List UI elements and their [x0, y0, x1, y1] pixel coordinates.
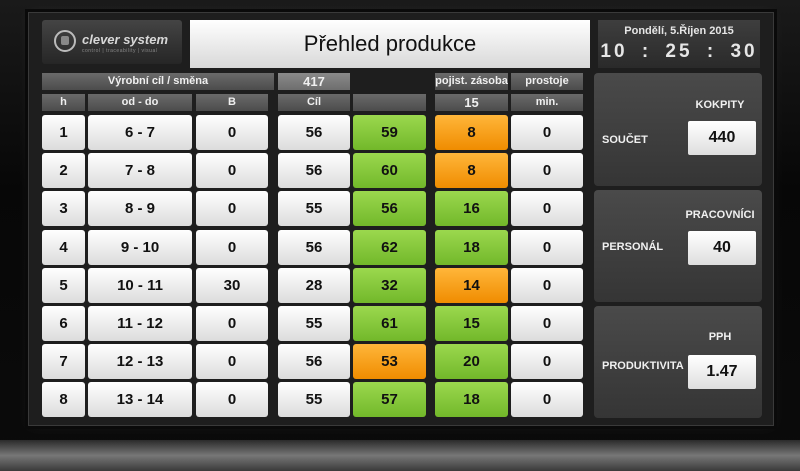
cell-reserve: 14 — [435, 268, 508, 303]
panel-productivity: PPH PRODUKTIVITA 1.47 — [594, 306, 762, 418]
col-header-actual — [353, 94, 426, 111]
brand-logo: clever system control | traceability | v… — [42, 20, 182, 64]
cell-actual: 62 — [353, 230, 426, 265]
panel-personnel-head: PRACOVNÍCI — [685, 209, 755, 221]
cell-b: 0 — [196, 191, 268, 226]
cell-actual: 32 — [353, 268, 426, 303]
cell-goal: 55 — [278, 306, 350, 341]
cell-b: 0 — [196, 115, 268, 150]
cell-goal: 56 — [278, 344, 350, 379]
cell-range: 13 - 14 — [88, 382, 192, 417]
cell-reserve: 16 — [435, 191, 508, 226]
col-header-h: h — [42, 94, 85, 111]
panel-personnel-label: PERSONÁL — [602, 241, 664, 253]
col-header-from-to: od - do — [88, 94, 192, 111]
cell-actual: 61 — [353, 306, 426, 341]
cell-reserve: 20 — [435, 344, 508, 379]
shift-target-value: 417 — [278, 73, 350, 90]
cell-b: 0 — [196, 153, 268, 188]
cell-reserve: 15 — [435, 306, 508, 341]
datetime-box: Pondělí, 5.Říjen 2015 10 : 25 : 30 — [598, 20, 760, 68]
cell-range: 7 - 8 — [88, 153, 192, 188]
cell-range: 8 - 9 — [88, 191, 192, 226]
cell-range: 12 - 13 — [88, 344, 192, 379]
cell-min: 0 — [511, 382, 583, 417]
panel-personnel-value: 40 — [688, 231, 756, 265]
cell-h: 4 — [42, 230, 85, 265]
panel-productivity-label: PRODUKTIVITA — [602, 360, 684, 372]
cell-actual: 59 — [353, 115, 426, 150]
panel-sum-label: SOUČET — [602, 134, 648, 146]
cell-goal: 55 — [278, 382, 350, 417]
cell-reserve: 18 — [435, 230, 508, 265]
cell-actual: 57 — [353, 382, 426, 417]
cell-min: 0 — [511, 230, 583, 265]
cell-range: 9 - 10 — [88, 230, 192, 265]
reserve-label: pojist. zásoba — [435, 73, 508, 90]
brand-name: clever system — [82, 32, 169, 47]
cell-goal: 56 — [278, 153, 350, 188]
cell-goal: 55 — [278, 191, 350, 226]
cell-actual: 53 — [353, 344, 426, 379]
cell-reserve: 18 — [435, 382, 508, 417]
cell-h: 8 — [42, 382, 85, 417]
cell-b: 0 — [196, 382, 268, 417]
cell-reserve: 8 — [435, 115, 508, 150]
cell-actual: 56 — [353, 191, 426, 226]
panel-sum-head: KOKPITY — [695, 99, 745, 111]
panel-productivity-head: PPH — [708, 331, 732, 343]
date-text: Pondělí, 5.Říjen 2015 — [624, 25, 734, 37]
cell-reserve: 8 — [435, 153, 508, 188]
cell-h: 3 — [42, 191, 85, 226]
logo-icon — [54, 30, 76, 52]
reserve-value: 15 — [435, 94, 508, 111]
cell-goal: 56 — [278, 230, 350, 265]
cell-goal: 56 — [278, 115, 350, 150]
cell-actual: 60 — [353, 153, 426, 188]
cell-goal: 28 — [278, 268, 350, 303]
cell-h: 2 — [42, 153, 85, 188]
shift-target-label: Výrobní cíl / směna — [42, 73, 274, 90]
brand-tagline: control | traceability | visual — [82, 48, 158, 54]
cell-min: 0 — [511, 344, 583, 379]
panel-personnel: PRACOVNÍCI PERSONÁL 40 — [594, 190, 762, 302]
clock-text: 10 : 25 : 30 — [600, 41, 758, 62]
cell-min: 0 — [511, 191, 583, 226]
cell-min: 0 — [511, 306, 583, 341]
cell-range: 10 - 11 — [88, 268, 192, 303]
cell-h: 5 — [42, 268, 85, 303]
cell-min: 0 — [511, 268, 583, 303]
panel-sum: KOKPITY SOUČET 440 — [594, 73, 762, 186]
cell-h: 7 — [42, 344, 85, 379]
cell-range: 6 - 7 — [88, 115, 192, 150]
downtime-label: prostoje — [511, 73, 583, 90]
cell-b: 30 — [196, 268, 268, 303]
page-title: Přehled produkce — [190, 20, 590, 68]
cell-range: 11 - 12 — [88, 306, 192, 341]
cell-h: 6 — [42, 306, 85, 341]
col-header-b: B — [196, 94, 268, 111]
cell-min: 0 — [511, 153, 583, 188]
col-header-min: min. — [511, 94, 583, 111]
cell-b: 0 — [196, 344, 268, 379]
cell-min: 0 — [511, 115, 583, 150]
panel-productivity-value: 1.47 — [688, 355, 756, 389]
cell-b: 0 — [196, 230, 268, 265]
cell-h: 1 — [42, 115, 85, 150]
col-header-goal: Cíl — [278, 94, 350, 111]
panel-sum-value: 440 — [688, 121, 756, 155]
cell-b: 0 — [196, 306, 268, 341]
bottom-bezel — [0, 440, 800, 471]
